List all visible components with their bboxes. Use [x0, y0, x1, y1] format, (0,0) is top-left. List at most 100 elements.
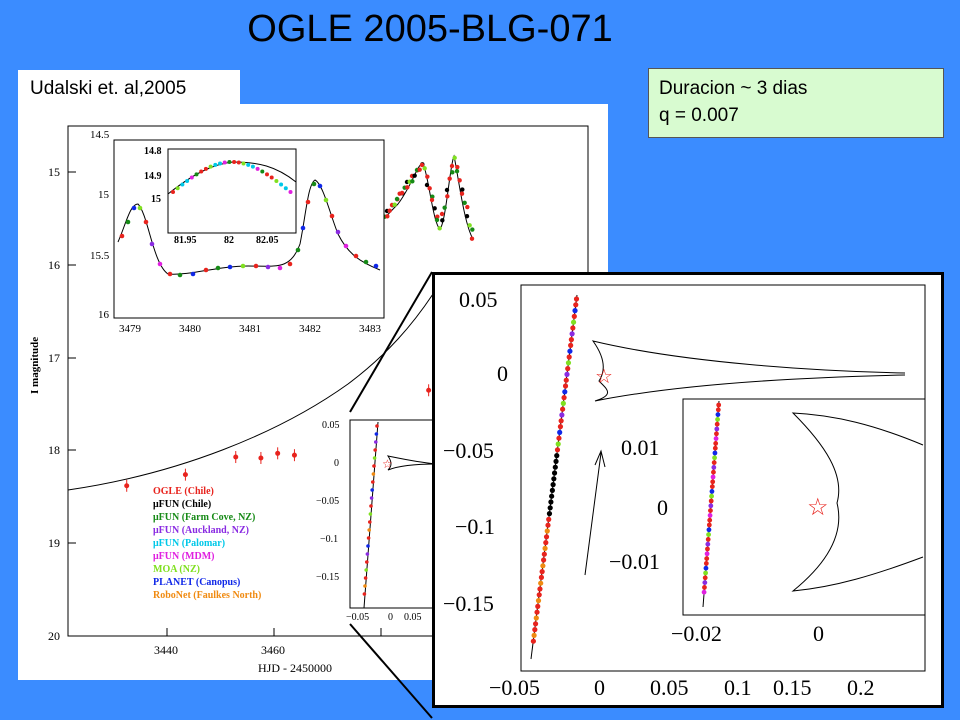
small-y-tick: −0.05	[316, 496, 339, 507]
trajectory-point	[568, 337, 574, 343]
inset-point	[335, 229, 341, 235]
data-point	[124, 483, 130, 489]
legend-entry: MOA (NZ)	[153, 564, 200, 575]
zoom-inset-point	[704, 556, 710, 561]
peak-point	[450, 170, 455, 175]
peak-point	[447, 176, 452, 181]
trajectory-point	[550, 482, 556, 488]
zoom-inset-point	[709, 484, 715, 489]
inset-point	[300, 225, 306, 231]
inset-point	[317, 183, 323, 189]
data-point	[426, 387, 432, 393]
sub-inset-point	[260, 169, 265, 174]
trajectory-point	[559, 412, 565, 418]
peak-point	[467, 223, 472, 228]
zoom-inset-point	[710, 479, 716, 485]
peak-point	[449, 163, 455, 169]
small-point	[365, 560, 369, 564]
peak-point	[457, 178, 462, 183]
zoom-inset-x-tick: −0.02	[671, 621, 722, 646]
trajectory-point	[551, 470, 558, 476]
peak-point	[412, 173, 417, 178]
peak-point	[394, 196, 400, 202]
trajectory-point	[533, 615, 539, 621]
zoom-inset-point	[715, 417, 720, 422]
sub-inset-point	[175, 186, 180, 191]
trajectory-point	[570, 319, 577, 325]
main-y-axis: 15 16 17 18 19 20 I magnitude	[29, 165, 76, 643]
small-x-tick: 0.05	[404, 612, 422, 623]
zoom-inset-star-icon: ☆	[807, 495, 829, 521]
small-y-tick: 0	[334, 458, 339, 469]
zoom-inset-point	[705, 537, 711, 542]
inset-point	[253, 263, 259, 269]
zoom-inset-point	[712, 450, 718, 456]
sub-inset-point	[194, 172, 199, 177]
sub-inset-point	[246, 162, 251, 167]
sub-inset-point	[222, 160, 227, 165]
small-point	[364, 568, 368, 572]
zoom-inset-point	[709, 493, 714, 499]
trajectory-point	[563, 377, 569, 383]
zoom-inset-point	[708, 498, 714, 504]
trajectory-point	[543, 540, 549, 546]
peak-point	[430, 194, 435, 199]
sub-inset-point	[250, 164, 255, 169]
zoom-inset-point	[707, 513, 713, 518]
peak-point	[405, 185, 410, 190]
small-point	[369, 504, 373, 508]
trajectory-point	[549, 493, 555, 499]
zoom-inset-x-tick: 0	[813, 621, 824, 646]
inset-point	[343, 243, 349, 249]
small-point	[363, 584, 367, 588]
trajectory-point	[532, 621, 539, 627]
trajectory-point	[554, 453, 560, 459]
trajectory-point	[568, 342, 574, 348]
small-point	[373, 448, 377, 452]
trajectory-point	[558, 418, 564, 424]
peak-point	[399, 190, 405, 196]
sub-inset-point	[199, 169, 204, 174]
y-tick-label: 15	[48, 165, 60, 179]
legend-entry: μFUN (MDM)	[153, 551, 214, 562]
info-box: Duracion ~ 3 dias q = 0.007	[648, 68, 944, 138]
peak-point	[442, 205, 447, 210]
small-point	[375, 424, 379, 428]
x-tick-label: 3460	[261, 643, 285, 657]
small-point	[372, 464, 376, 468]
sub-inset-y-tick: 14.9	[144, 171, 162, 182]
zoom-x-tick: −0.05	[489, 675, 540, 700]
sub-inset-x-tick: 81.95	[174, 235, 197, 246]
legend-entry: μFUN (Farm Cove, NZ)	[153, 512, 255, 523]
trajectory-point	[566, 354, 572, 360]
zoom-inset-point	[714, 431, 719, 437]
peak-point	[455, 164, 460, 170]
x-tick-label: 3440	[154, 643, 178, 657]
legend-entry: OGLE (Chile)	[153, 486, 214, 497]
inset-y-tick: 14.5	[90, 129, 110, 141]
trajectory-point	[560, 406, 566, 412]
inset-y-tick: 16	[98, 309, 110, 321]
zoom-inset-point	[711, 469, 716, 475]
zoom-inset-point	[702, 575, 708, 581]
y-axis-label: I magnitude	[29, 337, 41, 394]
data-point	[233, 454, 239, 460]
peak-point	[422, 166, 427, 171]
peak-point	[417, 167, 422, 172]
peak-point	[434, 217, 440, 223]
y-tick-label: 17	[48, 351, 60, 365]
info-mass-ratio: q = 0.007	[659, 105, 739, 126]
sub-inset-point	[213, 162, 218, 167]
peak-point	[410, 179, 415, 184]
peak-point	[387, 208, 392, 213]
trajectory-point	[565, 366, 571, 372]
peak-point	[432, 206, 437, 211]
source-star-icon: ☆	[595, 366, 613, 388]
zoom-inset-point	[713, 441, 719, 446]
trajectory-point	[548, 499, 554, 505]
trajectory-point	[543, 534, 550, 540]
zoom-inset-point	[702, 585, 707, 590]
zoom-inset-point	[701, 589, 707, 595]
inset-point	[227, 264, 233, 270]
caustic-curve	[591, 340, 906, 402]
